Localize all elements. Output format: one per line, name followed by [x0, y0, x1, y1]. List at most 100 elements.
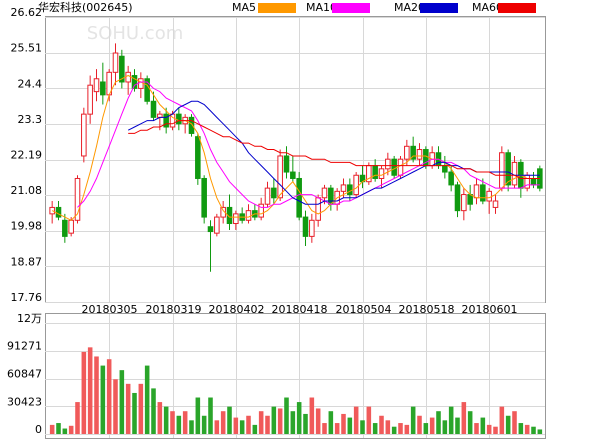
volume-bar — [341, 413, 346, 434]
volume-bar — [360, 420, 365, 434]
volume-bar — [512, 411, 517, 434]
volume-bar — [94, 356, 99, 434]
volume-bar — [144, 365, 150, 434]
candle-body — [505, 152, 511, 186]
volume-bar — [391, 426, 397, 434]
volume-bar — [417, 415, 422, 434]
volume-tick-label: 12万 — [17, 312, 42, 325]
volume-bar — [524, 424, 530, 434]
volume-bar — [81, 351, 87, 434]
volume-bar — [410, 406, 416, 434]
watermark: SOHU.com — [87, 23, 183, 44]
x-tick-label: 20180601 — [462, 303, 518, 316]
volume-bar — [455, 417, 460, 434]
volume-bar — [56, 423, 61, 434]
candle-body — [473, 184, 480, 199]
volume-bar — [132, 392, 137, 434]
candle-body — [499, 152, 505, 189]
volume-bar — [429, 417, 435, 434]
volume-tick-label: 91271 — [7, 340, 42, 353]
candle-body — [302, 216, 309, 237]
volume-bar — [106, 359, 112, 434]
candle-body — [347, 184, 353, 196]
candle-body — [157, 113, 163, 118]
volume-bar — [87, 347, 93, 434]
volume-bar — [353, 406, 359, 434]
x-tick-label: 20180402 — [209, 303, 265, 316]
volume-bar — [436, 411, 441, 434]
volume-bar — [486, 424, 492, 434]
y-tick-label: 21.08 — [11, 184, 43, 197]
y-tick-label: 18.87 — [11, 255, 43, 268]
candle-body — [201, 177, 207, 218]
candle-body — [93, 78, 100, 93]
candle-body — [378, 168, 385, 179]
chart-title: 华宏科技(002645) — [38, 0, 133, 14]
candle-body — [315, 197, 321, 221]
volume-frame — [45, 313, 546, 439]
volume-bar — [474, 423, 479, 434]
candle-body — [68, 219, 74, 234]
volume-bar — [505, 415, 511, 434]
candle-body — [290, 171, 296, 179]
candle-body — [49, 206, 55, 215]
candle-body — [448, 171, 454, 186]
volume-bar — [75, 402, 80, 434]
volume-bar — [195, 397, 201, 434]
candle-body — [340, 184, 347, 192]
volume-bar — [258, 411, 264, 434]
candle-body — [321, 187, 328, 199]
candle-body — [176, 113, 182, 125]
volume-bar — [227, 406, 232, 434]
y-tick-label: 25.51 — [11, 42, 43, 55]
candle-body — [87, 84, 93, 115]
volume-bar — [461, 402, 467, 434]
volume-bar — [531, 426, 536, 434]
candle-body — [119, 55, 125, 83]
candle-body — [100, 81, 106, 96]
candle-body — [150, 100, 157, 118]
volume-bar — [322, 423, 327, 434]
legend-swatch — [332, 3, 370, 13]
candle-body — [264, 187, 271, 205]
candle-body — [410, 145, 416, 160]
x-tick-label: 20180319 — [146, 303, 202, 316]
x-tick-label: 20180305 — [82, 303, 138, 316]
volume-bar — [189, 420, 194, 434]
candle-body — [467, 194, 473, 205]
y-tick-label: 24.4 — [18, 77, 43, 90]
volume-bar — [214, 420, 220, 434]
candle-body — [492, 200, 499, 208]
volume-bar — [315, 408, 321, 434]
legend-swatch — [420, 3, 458, 13]
legend-swatch — [498, 3, 536, 13]
volume-bar — [309, 397, 315, 434]
x-tick-label: 20180504 — [336, 303, 392, 316]
legend-swatch — [258, 3, 296, 13]
candle-body — [353, 174, 359, 196]
candle-body — [486, 190, 492, 202]
candle-body — [454, 184, 461, 212]
y-tick-label: 23.3 — [18, 113, 43, 126]
volume-bar — [398, 423, 403, 434]
candle-body — [296, 177, 302, 218]
volume-tick-label: 60847 — [7, 368, 42, 381]
volume-bar — [372, 423, 378, 434]
legend-label: MA20 — [394, 1, 425, 14]
volume-bar — [49, 424, 55, 434]
candle-body — [233, 213, 239, 225]
volume-bar — [404, 424, 410, 434]
volume-bar — [119, 370, 125, 434]
volume-bar — [170, 411, 175, 434]
volume-bar — [157, 402, 163, 434]
volume-bar — [100, 365, 106, 434]
candle-body — [195, 136, 201, 179]
candle-body — [163, 113, 169, 128]
volume-bar — [423, 423, 429, 434]
candle-body — [385, 158, 391, 170]
candle-body — [55, 206, 62, 218]
candle-body — [442, 165, 448, 173]
candle-body — [397, 158, 404, 176]
volume-bar — [379, 415, 384, 434]
candle-body — [245, 210, 252, 221]
